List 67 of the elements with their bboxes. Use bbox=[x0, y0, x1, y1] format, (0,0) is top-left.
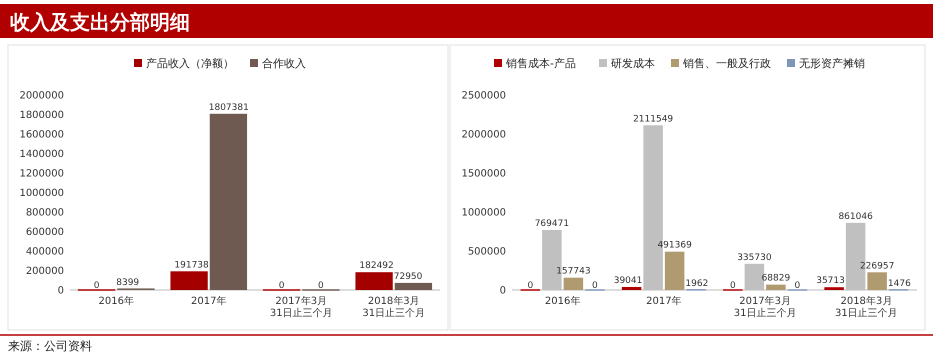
y-tick-label: 200000 bbox=[26, 266, 64, 277]
data-label: 1476 bbox=[888, 278, 912, 289]
bar bbox=[355, 272, 393, 290]
bar bbox=[394, 282, 432, 290]
data-label: 182492 bbox=[359, 261, 394, 272]
y-tick-label: 2000000 bbox=[19, 90, 64, 102]
legend-label: 产品收入（净额） bbox=[146, 57, 234, 70]
data-label: 1807381 bbox=[208, 102, 249, 113]
data-label: 861046 bbox=[838, 212, 874, 222]
y-tick-label: 2500000 bbox=[461, 90, 506, 102]
data-label: 68829 bbox=[762, 274, 790, 284]
data-label: 0 bbox=[592, 281, 598, 291]
y-tick-label: 1200000 bbox=[19, 168, 64, 180]
bar bbox=[664, 252, 684, 290]
data-label: 0 bbox=[527, 281, 534, 291]
x-tick-label: 2017年 bbox=[191, 295, 226, 307]
y-tick-label: 2000000 bbox=[461, 130, 506, 140]
data-label: 0 bbox=[318, 281, 324, 291]
data-label: 191738 bbox=[174, 260, 210, 270]
y-tick-label: 1400000 bbox=[19, 149, 64, 160]
legend-label: 销售成本-产品 bbox=[505, 57, 576, 70]
data-label: 335730 bbox=[737, 252, 772, 263]
bar bbox=[170, 271, 208, 290]
bar bbox=[867, 272, 887, 290]
y-tick-label: 1000000 bbox=[19, 188, 64, 199]
x-tick-label: 2016年 bbox=[98, 295, 134, 307]
y-tick-label: 1000000 bbox=[461, 208, 506, 218]
y-tick-label: 1800000 bbox=[19, 110, 64, 121]
x-tick-label: 2017年3月31日止三个月 bbox=[270, 295, 333, 319]
data-label: 0 bbox=[794, 281, 801, 291]
data-label: 1962 bbox=[685, 278, 708, 289]
y-tick-label: 1600000 bbox=[19, 130, 64, 140]
x-tick-label: 2017年3月31日止三个月 bbox=[734, 295, 796, 319]
chart-title: 收入及支出分部明细 bbox=[10, 10, 190, 34]
y-tick-label: 800000 bbox=[26, 208, 64, 218]
legend-label: 合作收入 bbox=[262, 57, 306, 70]
data-label: 157743 bbox=[556, 266, 591, 277]
legend-label: 无形资产摊销 bbox=[799, 57, 865, 70]
bar bbox=[824, 287, 844, 290]
bar bbox=[210, 114, 248, 290]
bar bbox=[564, 278, 584, 290]
data-label: 2111549 bbox=[633, 114, 674, 124]
data-label: 0 bbox=[730, 281, 736, 291]
x-tick-label: 2016年 bbox=[544, 295, 580, 307]
source-note: 来源：公司资料 bbox=[8, 339, 92, 353]
data-label: 39041 bbox=[614, 276, 642, 286]
x-tick-label: 2018年3月31日止三个月 bbox=[362, 295, 426, 319]
data-label: 35713 bbox=[816, 276, 845, 286]
y-tick-label: 0 bbox=[500, 286, 506, 296]
y-tick-label: 600000 bbox=[26, 227, 64, 238]
data-label: 0 bbox=[278, 281, 285, 291]
bar bbox=[766, 284, 786, 290]
data-label: 72950 bbox=[394, 272, 423, 282]
x-tick-label: 2018年3月31日止三个月 bbox=[835, 295, 898, 319]
y-tick-label: 500000 bbox=[468, 246, 506, 258]
data-label: 769471 bbox=[534, 218, 570, 229]
x-tick-label: 2017年 bbox=[646, 295, 682, 307]
y-tick-label: 400000 bbox=[26, 246, 64, 258]
legend-label: 销售、一般及行政 bbox=[682, 57, 771, 70]
data-label: 491369 bbox=[657, 240, 692, 251]
data-label: 8399 bbox=[116, 278, 140, 288]
y-tick-label: 0 bbox=[58, 286, 64, 296]
bar bbox=[622, 286, 642, 290]
y-tick-label: 1500000 bbox=[461, 168, 506, 180]
data-label: 0 bbox=[94, 281, 100, 291]
legend-label: 研发成本 bbox=[611, 57, 655, 70]
data-label: 226957 bbox=[860, 261, 894, 272]
